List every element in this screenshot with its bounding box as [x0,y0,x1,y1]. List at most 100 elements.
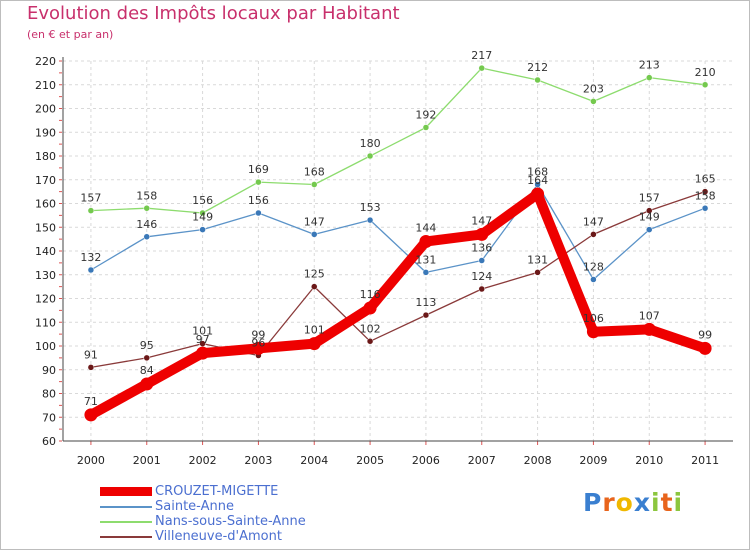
data-label: 107 [639,309,660,322]
y-tick-label: 80 [42,388,56,401]
data-point [646,207,653,214]
data-label: 101 [304,324,325,337]
data-label: 131 [415,253,436,266]
data-label: 102 [360,322,381,335]
y-tick-label: 120 [35,293,56,306]
data-point [196,346,210,360]
logo-letter: x [633,488,651,517]
x-tick-label: 2003 [244,454,272,467]
y-tick-label: 160 [35,198,56,211]
y-tick-label: 170 [35,174,56,187]
chart-title: Evolution des Impôts locaux par Habitant [27,3,400,24]
data-label: 149 [192,211,213,224]
data-point [701,205,709,212]
data-point [701,81,709,88]
data-label: 91 [84,348,98,361]
data-label: 157 [80,192,101,205]
data-label: 169 [248,163,269,176]
data-point [311,231,318,238]
data-point [87,266,95,274]
data-label: 147 [471,214,492,227]
x-tick-label: 2001 [133,454,161,467]
data-point [698,341,712,355]
data-point [143,354,150,362]
data-point [422,269,430,276]
data-label: 165 [695,173,716,186]
data-point [534,76,541,84]
legend-label: Villeneuve-d'Amont [155,529,282,544]
data-label: 96 [251,337,265,350]
y-tick-label: 100 [35,340,56,353]
data-label: 213 [639,59,660,72]
y-tick-label: 220 [35,55,56,68]
data-label: 158 [695,189,716,202]
data-label: 149 [639,211,660,224]
data-point [478,64,485,72]
grid-lines [63,60,733,442]
data-label: 156 [248,194,269,207]
series-lines [84,64,712,422]
y-tick-label: 190 [35,126,56,139]
data-labels: 132 146 149 156 147 153 131 136 168 128 149 158 157 1… [80,49,715,408]
data-point [534,269,541,276]
data-label: 99 [251,328,265,341]
data-label: 192 [415,109,436,122]
data-point [478,285,485,293]
data-label: 147 [583,215,604,228]
data-point [255,178,262,186]
data-label: 84 [140,364,154,377]
y-tick-label: 110 [35,316,56,329]
data-point [84,408,98,422]
proxiti-logo: Proxiti [583,488,683,517]
data-point [255,209,262,217]
data-point [475,227,489,241]
data-label: 95 [140,339,154,352]
data-point [363,301,377,315]
data-point [143,233,150,240]
y-tick-label: 140 [35,245,56,258]
x-tick-label: 2002 [189,454,217,467]
data-label: 157 [639,192,660,205]
y-tick-label: 70 [42,411,56,424]
logo-letter: P [583,488,603,517]
data-label: 71 [84,395,98,408]
data-label: 180 [360,137,381,150]
data-label: 116 [360,288,381,301]
data-point [251,341,265,355]
logo-letter: i [651,488,661,517]
y-tick-label: 200 [35,103,56,116]
legend-swatch [100,487,152,496]
series-line [90,183,706,281]
series-line [90,190,706,369]
legend-swatch [100,506,152,508]
data-label: 136 [471,242,492,255]
data-point [307,337,321,351]
series-line [90,67,706,214]
data-label: 203 [583,82,604,95]
data-label: 106 [583,312,604,325]
tick-labels: 60 70 80 90 100 110 120 130 140 150 160 170 180 190 20… [35,55,719,467]
data-label: 168 [527,166,548,179]
data-point [199,209,206,217]
data-label: 131 [527,253,548,266]
legend-swatch [100,536,152,538]
data-point [143,205,150,212]
y-tick-label: 130 [35,269,56,282]
data-label: 144 [415,222,436,235]
data-label: 210 [695,66,716,79]
legend-label: CROUZET-MIGETTE [155,484,279,499]
data-point [311,283,318,290]
data-point [531,187,545,201]
data-point [140,377,154,391]
data-label: 99 [698,328,712,341]
data-point [311,181,318,188]
data-point [366,338,374,345]
data-point [586,325,600,339]
x-tick-label: 2004 [300,454,328,467]
data-point [422,124,430,131]
logo-letter: r [602,488,616,517]
y-tick-label: 210 [35,79,56,92]
x-tick-label: 2009 [579,454,607,467]
data-label: 156 [192,194,213,207]
data-point [590,231,597,238]
